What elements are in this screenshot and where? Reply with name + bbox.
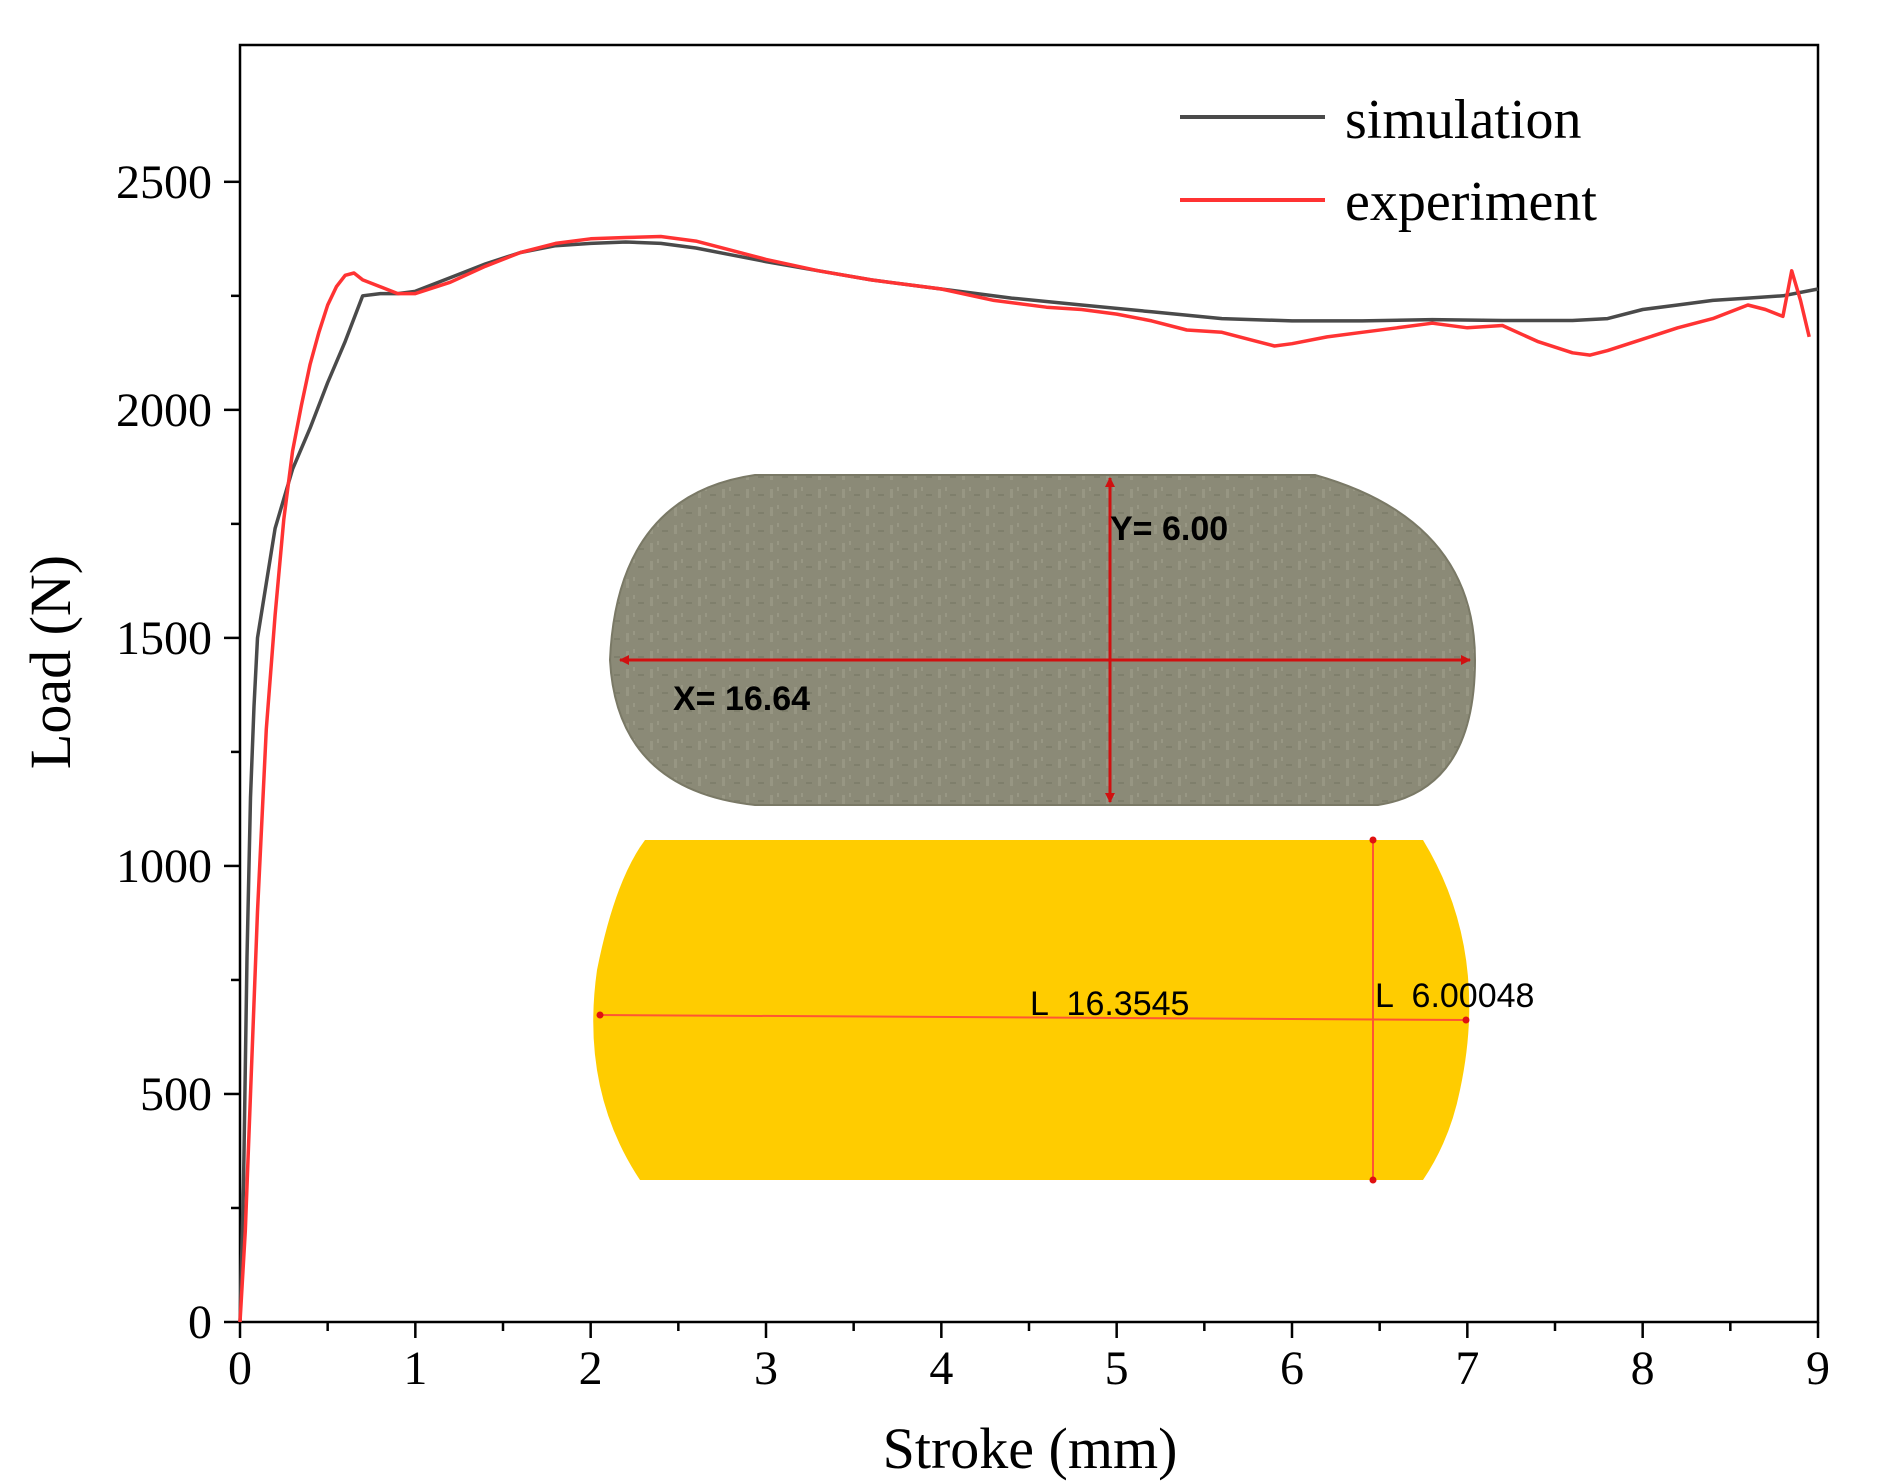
x-tick-label: 9 — [1806, 1342, 1830, 1395]
axes-group: 0 1 2 3 4 5 6 7 8 9 0 500 1000 1500 2000 2500 — [116, 43, 1830, 1395]
x-tick-label: 4 — [929, 1342, 953, 1395]
specimen-photo-inset: Y= 6.00 X= 16.64 — [608, 474, 1477, 806]
legend-label-simulation: simulation — [1345, 89, 1581, 151]
sim-dim-endpoint — [1369, 1176, 1377, 1184]
x-tick-label: 2 — [579, 1342, 603, 1395]
series-layer — [238, 234, 1819, 1323]
x-tick-label: 6 — [1280, 1342, 1304, 1395]
photo-x-label: X= 16.64 — [673, 680, 810, 718]
x-axis-label: Stroke (mm) — [883, 1416, 1178, 1481]
sim-dim-endpoint — [1462, 1016, 1470, 1024]
y-tick-label: 2000 — [116, 384, 212, 437]
sim-width-label: L 6.00048 — [1375, 977, 1534, 1015]
simulation-section — [593, 840, 1470, 1180]
x-tick-label: 1 — [403, 1342, 427, 1395]
y-tick-label: 1500 — [116, 612, 212, 665]
series-line-simulation — [238, 240, 1819, 1323]
x-tick-label: 0 — [228, 1342, 252, 1395]
y-tick-label: 2500 — [116, 156, 212, 209]
x-tick-label: 5 — [1105, 1342, 1129, 1395]
sim-length-label: L 16.3545 — [1030, 985, 1189, 1023]
x-tick-label: 3 — [754, 1342, 778, 1395]
sim-dim-endpoint — [1369, 836, 1377, 844]
x-tick-label: 7 — [1455, 1342, 1479, 1395]
specimen-photo — [608, 474, 1477, 806]
y-axis-label: Load (N) — [18, 555, 83, 769]
photo-y-label: Y= 6.00 — [1110, 510, 1228, 548]
sim-length-dimension — [599, 1014, 1467, 1021]
y-tick-label: 0 — [188, 1296, 212, 1349]
y-tick-label: 1000 — [116, 840, 212, 893]
x-tick-label: 8 — [1631, 1342, 1655, 1395]
legend-label-experiment: experiment — [1345, 171, 1597, 233]
legend: simulation experiment — [1180, 89, 1597, 233]
sim-dim-endpoint — [596, 1011, 604, 1019]
simulation-section-inset: L 16.3545 L 6.00048 — [593, 836, 1534, 1184]
y-tick-label: 500 — [140, 1068, 212, 1121]
series-line-experiment — [238, 234, 1811, 1323]
